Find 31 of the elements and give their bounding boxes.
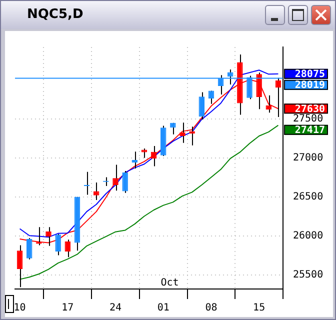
chart-title: NQC5,D (27, 7, 84, 22)
data-label: 27630 (294, 104, 325, 115)
x-tick-label: 10 (14, 302, 26, 314)
candlestick (26, 238, 32, 260)
y-tick-label: 25500 (293, 270, 324, 281)
x-tick-label: 08 (205, 302, 218, 314)
candlestick (112, 164, 118, 192)
candlestick (266, 94, 272, 114)
y-tick-label: 27000 (293, 152, 324, 164)
candlestick (132, 151, 138, 169)
x-tick-label: 24 (109, 302, 122, 314)
y-tick-label: 27500 (293, 113, 324, 124)
candlestick (64, 239, 71, 258)
y-tick-label: 26500 (293, 191, 324, 202)
x-tick-label: 17 (62, 302, 74, 314)
candlestick (55, 234, 61, 256)
ref-line-label: 28019 (294, 80, 325, 92)
x-tick-label: 15 (253, 302, 266, 314)
data-label: 27417 (294, 124, 325, 136)
y-tick-label: 26000 (293, 230, 324, 242)
annotation: Oct (160, 278, 179, 289)
candlestick (122, 170, 128, 194)
candlestick (208, 90, 214, 104)
candlestick (150, 145, 157, 167)
data-label: 28075 (294, 69, 325, 80)
candlestick (198, 92, 205, 120)
candlestick (141, 148, 148, 158)
candlestick (84, 171, 90, 196)
candlestick (93, 182, 100, 201)
candlestick (180, 122, 186, 144)
x-tick-label: 01 (157, 302, 170, 314)
